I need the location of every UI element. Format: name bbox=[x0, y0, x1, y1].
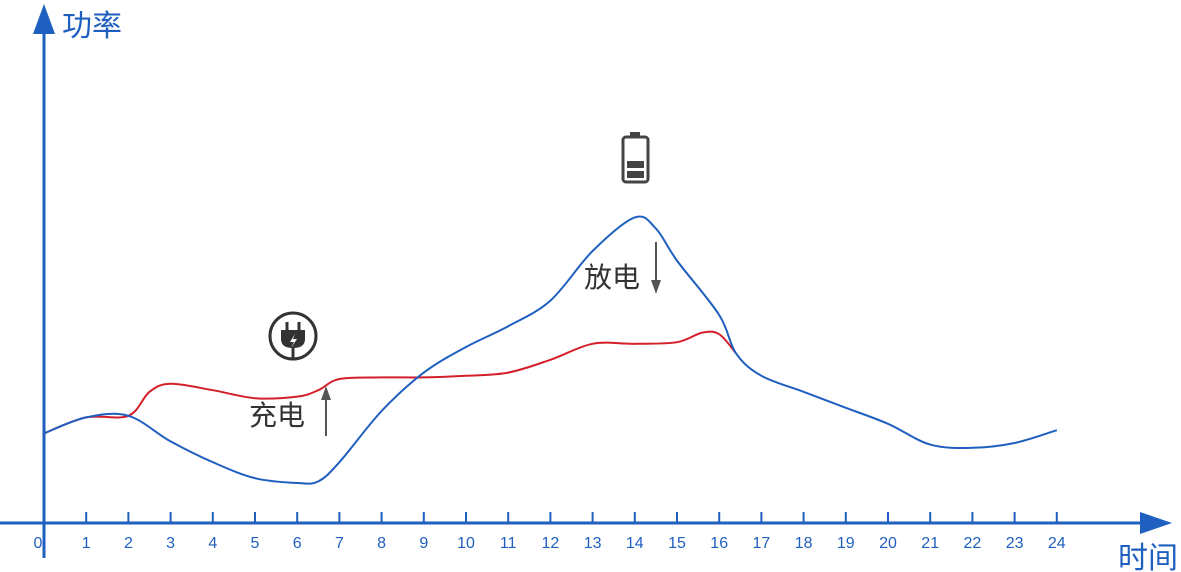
x-tick-label: 6 bbox=[293, 535, 302, 552]
x-tick-label: 9 bbox=[419, 535, 428, 552]
x-tick-label: 23 bbox=[1006, 535, 1024, 552]
battery-icon bbox=[621, 132, 650, 184]
x-tick-label: 5 bbox=[251, 535, 260, 552]
x-tick-label: 16 bbox=[710, 535, 728, 552]
charge-arrow-icon bbox=[321, 386, 331, 436]
x-axis-ticks: 0 1 2 3 4 5 6 7 8 9 10 11 12 13 14 15 16 17 18 19 20 21 22 23 24 bbox=[34, 512, 1066, 552]
x-tick-label: 15 bbox=[668, 535, 686, 552]
x-tick-label: 10 bbox=[457, 535, 475, 552]
x-tick-label: 12 bbox=[542, 535, 560, 552]
x-tick-label: 20 bbox=[879, 535, 897, 552]
y-axis-title: 功率 bbox=[62, 9, 122, 44]
x-tick-label: 18 bbox=[795, 535, 813, 552]
x-tick-label: 4 bbox=[208, 535, 217, 552]
x-tick-label: 8 bbox=[377, 535, 386, 552]
x-tick-label: 3 bbox=[166, 535, 175, 552]
x-tick-label: 21 bbox=[921, 535, 939, 552]
x-axis-arrow-icon bbox=[1140, 512, 1172, 534]
x-tick-label: 13 bbox=[584, 535, 602, 552]
x-axis-title: 时间 bbox=[1118, 541, 1178, 572]
x-tick-label: 22 bbox=[964, 535, 982, 552]
charge-series-line bbox=[43, 330, 737, 435]
charge-label: 充电 bbox=[249, 399, 305, 432]
discharge-arrow-icon bbox=[651, 242, 661, 294]
x-tick-label: 14 bbox=[626, 535, 644, 552]
discharge-series-line bbox=[43, 215, 1058, 485]
series-lines bbox=[43, 215, 1058, 485]
x-tick-label: 17 bbox=[753, 535, 771, 552]
x-tick-label: 24 bbox=[1048, 535, 1066, 552]
x-tick-label: 7 bbox=[335, 535, 344, 552]
x-tick-label: 11 bbox=[500, 535, 517, 552]
discharge-label: 放电 bbox=[584, 261, 640, 294]
plug-icon bbox=[268, 311, 318, 361]
x-tick-label: 1 bbox=[82, 535, 91, 552]
y-axis-arrow-icon bbox=[33, 4, 55, 34]
x-tick-label: 2 bbox=[124, 535, 133, 552]
x-tick-label: 19 bbox=[837, 535, 855, 552]
x-tick-label: 0 bbox=[34, 535, 43, 552]
